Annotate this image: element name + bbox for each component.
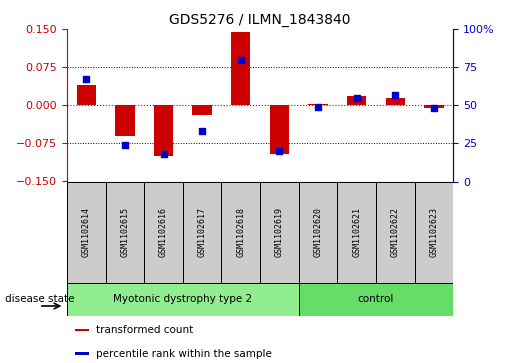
- Bar: [260, 182, 299, 283]
- Text: transformed count: transformed count: [96, 325, 194, 335]
- Bar: [308, 104, 328, 105]
- Bar: [77, 85, 96, 105]
- Bar: [299, 283, 453, 316]
- Text: GSM1102623: GSM1102623: [430, 207, 438, 257]
- Point: [391, 92, 400, 98]
- Bar: [270, 105, 289, 154]
- Text: Myotonic dystrophy type 2: Myotonic dystrophy type 2: [113, 294, 252, 305]
- Text: percentile rank within the sample: percentile rank within the sample: [96, 348, 272, 359]
- Text: control: control: [358, 294, 394, 305]
- Title: GDS5276 / ILMN_1843840: GDS5276 / ILMN_1843840: [169, 13, 351, 26]
- Text: GSM1102617: GSM1102617: [198, 207, 207, 257]
- Bar: [154, 105, 173, 156]
- Point: [314, 104, 322, 110]
- Point: [121, 142, 129, 148]
- Text: disease state: disease state: [5, 294, 75, 305]
- Point: [275, 148, 283, 154]
- Bar: [67, 182, 106, 283]
- Bar: [183, 182, 221, 283]
- Text: GSM1102621: GSM1102621: [352, 207, 361, 257]
- Text: GSM1102615: GSM1102615: [121, 207, 129, 257]
- Point: [430, 105, 438, 111]
- Bar: [144, 182, 183, 283]
- Bar: [75, 352, 89, 355]
- Point: [198, 128, 206, 134]
- Bar: [376, 182, 415, 283]
- Bar: [106, 182, 144, 283]
- Text: GSM1102619: GSM1102619: [275, 207, 284, 257]
- Text: GSM1102620: GSM1102620: [314, 207, 322, 257]
- Bar: [299, 182, 337, 283]
- Bar: [193, 105, 212, 115]
- Point: [82, 77, 91, 82]
- Text: GSM1102614: GSM1102614: [82, 207, 91, 257]
- Point: [236, 57, 245, 62]
- Bar: [415, 182, 453, 283]
- Bar: [115, 105, 134, 136]
- Text: GSM1102618: GSM1102618: [236, 207, 245, 257]
- Bar: [67, 283, 299, 316]
- Point: [159, 151, 167, 157]
- Bar: [347, 96, 366, 105]
- Bar: [337, 182, 376, 283]
- Point: [352, 95, 360, 101]
- Text: GSM1102616: GSM1102616: [159, 207, 168, 257]
- Bar: [75, 329, 89, 331]
- Bar: [386, 98, 405, 105]
- Bar: [231, 32, 250, 105]
- Bar: [221, 182, 260, 283]
- Text: GSM1102622: GSM1102622: [391, 207, 400, 257]
- Bar: [424, 105, 443, 108]
